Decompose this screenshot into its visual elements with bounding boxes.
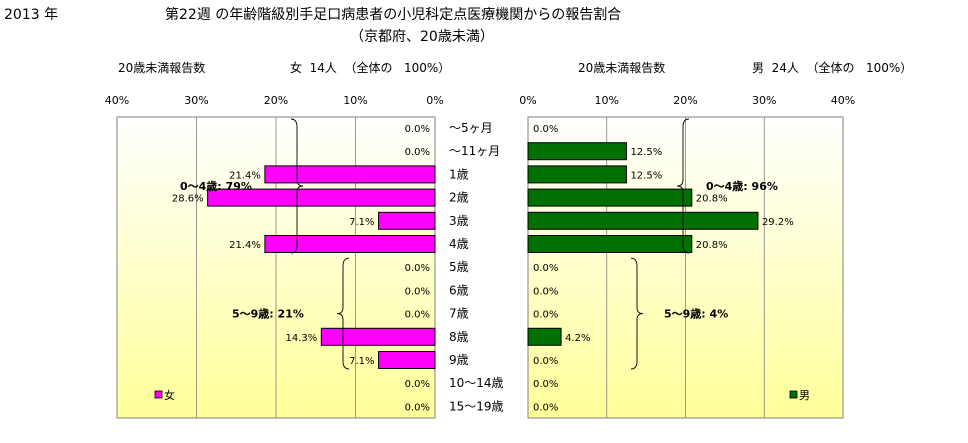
category-label: 3歳 [449,214,469,228]
female-group-brace [336,257,350,370]
category-label: ～11ヶ月 [449,144,500,158]
female-tick-label: 40% [105,94,129,107]
male-count-label: 20歳未満報告数 [578,60,665,75]
category-label: 5歳 [449,260,469,274]
female-bar [320,327,436,346]
female-value-label: 0.0% [405,310,430,321]
female-panel: 40% 30% 20% 10% 0% 0.0% 0.0% 21.4% 28.6% 7.1% 21.4… [105,94,444,419]
male-value-label: 0.0% [533,263,558,274]
female-bar [378,351,436,369]
category-labels: ～5ヶ月 ～11ヶ月 1歳 2歳 3歳 4歳 5歳 6歳 7歳 8歳 9歳 10～14歳 15～19歳 [449,121,504,413]
category-label: 7歳 [449,307,469,321]
category-label: 6歳 [449,283,469,297]
female-bar [264,235,436,253]
male-value-label: 12.5% [630,147,662,158]
male-legend-label: 男 [799,389,810,402]
male-bar [527,327,562,346]
female-value-label: 0.0% [405,286,430,297]
female-value-label: 0.0% [405,147,430,158]
female-summary: 女 14人 （全体の 100%） [290,60,450,75]
male-value-label: 0.0% [533,124,558,135]
male-tick-label: 10% [595,94,619,107]
male-value-label: 20.8% [696,240,728,251]
category-label: 1歳 [449,167,469,181]
female-legend-label: 女 [164,388,175,402]
male-value-label: 0.0% [533,379,558,390]
male-tick-label: 40% [831,94,855,107]
male-bar [527,235,693,253]
male-panel: 0% 10% 20% 30% 40% 0.0% 12.5% 12.5% 20.8% 29.2% 20… [519,94,855,419]
male-summary: 男 24人 （全体の 100%） [752,60,912,75]
male-group-label: 0～4歳: 96% [706,179,778,193]
female-value-label: 0.0% [405,124,430,135]
female-legend-swatch [154,390,163,399]
female-tick-label: 0% [426,94,443,107]
category-label: 15～19歳 [449,399,504,413]
male-legend-swatch [789,390,798,399]
male-value-label: 29.2% [762,217,794,228]
male-group-brace [676,118,690,254]
category-label: 10～14歳 [449,376,504,390]
category-label: 2歳 [449,191,469,205]
male-tick-label: 20% [673,94,697,107]
chart-subtitle: （京都府、20歳未満） [350,29,494,45]
male-group-label: 5～9歳: 4% [664,307,728,321]
female-tick-label: 10% [343,94,367,107]
male-value-label: 0.0% [533,286,558,297]
year-label: 2013 年 [4,7,58,23]
female-value-label: 28.6% [172,194,204,205]
category-label: 8歳 [449,330,469,344]
male-bar [527,142,627,161]
category-label: 4歳 [449,237,469,251]
female-group-label: 5～9歳: 21% [232,307,304,321]
female-bar [207,188,436,207]
female-value-label: 7.1% [349,217,374,228]
female-value-label: 21.4% [229,240,261,251]
male-value-label: 0.0% [533,310,558,321]
chart-title: 第22週 の年齢階級別手足口病患者の小児科定点医療機関からの報告割合 [165,6,621,23]
female-tick-label: 20% [264,94,288,107]
male-group-brace [630,257,644,370]
male-value-label: 20.8% [696,194,728,205]
female-value-label: 7.1% [349,356,374,367]
category-label: 9歳 [449,353,469,367]
male-value-label: 0.0% [533,356,558,367]
category-label: ～5ヶ月 [449,121,493,135]
male-value-label: 12.5% [630,170,662,181]
female-value-label: 0.0% [405,379,430,390]
male-value-label: 4.2% [565,333,590,344]
female-value-label: 0.0% [405,263,430,274]
male-tick-label: 0% [519,94,536,107]
female-value-label: 21.4% [229,170,261,181]
female-tick-label: 30% [184,94,208,107]
female-value-label: 14.3% [286,333,318,344]
male-bar [527,211,759,230]
male-bar [527,188,693,207]
female-group-label: 0～4歳: 79% [180,179,252,193]
female-value-label: 0.0% [405,402,430,413]
female-count-label: 20歳未満報告数 [118,60,205,75]
male-value-label: 0.0% [533,402,558,413]
female-group-brace [290,118,304,254]
male-tick-label: 30% [752,94,776,107]
male-bar [527,165,627,184]
female-bar [378,211,436,230]
female-bar [264,165,436,184]
